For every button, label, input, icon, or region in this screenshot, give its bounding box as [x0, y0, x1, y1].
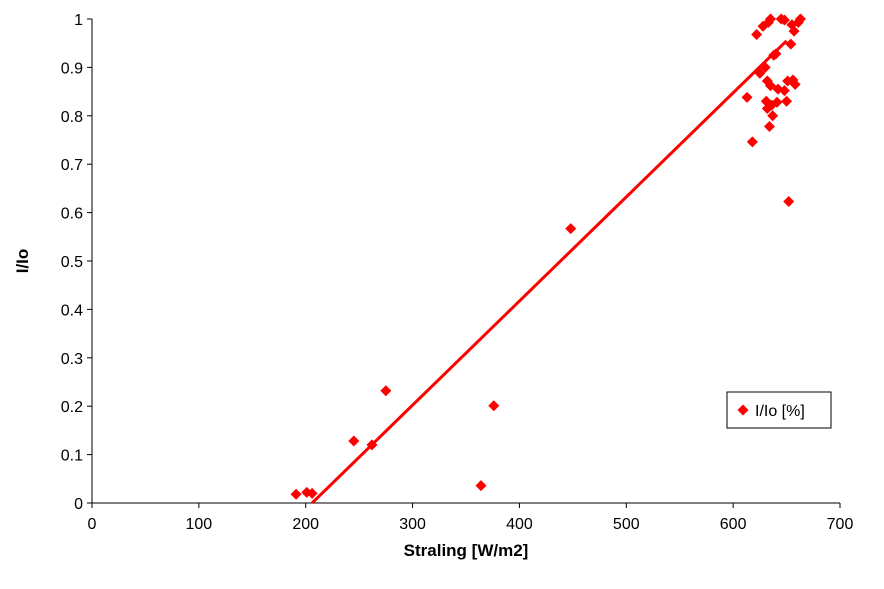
data-point: [366, 439, 378, 451]
data-point: [767, 110, 779, 122]
data-point: [306, 487, 318, 499]
data-point: [785, 38, 797, 50]
y-tick-label: 0.5: [61, 254, 83, 271]
data-points: [290, 13, 806, 500]
data-point: [754, 67, 766, 79]
data-point: [348, 435, 360, 447]
x-axis-ticks: 0 100 200 300 400 500 600 700: [88, 503, 854, 533]
y-tick-label: 0.3: [61, 351, 83, 368]
legend-label: I/Io [%]: [755, 403, 805, 420]
x-tick-label: 100: [186, 516, 213, 533]
y-axis-title: I/Io: [13, 249, 32, 274]
data-point: [778, 14, 790, 26]
axes: [91, 19, 840, 504]
y-tick-label: 0.1: [61, 448, 83, 465]
x-tick-label: 0: [88, 516, 97, 533]
data-point: [763, 120, 775, 132]
data-point: [751, 28, 763, 40]
data-point: [475, 480, 487, 492]
data-point: [789, 78, 801, 90]
x-axis-title: Straling [W/m2]: [404, 541, 529, 560]
data-point: [770, 48, 782, 60]
y-tick-label: 0.4: [61, 302, 83, 319]
y-tick-label: 0.2: [61, 399, 83, 416]
trendline-group: [311, 39, 788, 505]
data-point: [794, 13, 806, 25]
x-tick-label: 200: [292, 516, 319, 533]
data-point: [488, 400, 500, 412]
legend-marker: [737, 404, 749, 416]
data-point: [565, 223, 577, 235]
y-tick-label: 0.6: [61, 206, 83, 223]
x-tick-label: 700: [827, 516, 854, 533]
y-tick-label: 0.8: [61, 109, 83, 126]
trendline: [311, 39, 788, 505]
data-point: [781, 95, 793, 107]
data-point: [778, 85, 790, 97]
x-tick-label: 400: [506, 516, 533, 533]
legend: I/Io [%]: [726, 391, 832, 429]
data-point: [380, 385, 392, 397]
data-point: [746, 136, 758, 148]
y-tick-label: 0: [74, 496, 83, 513]
x-tick-label: 300: [399, 516, 426, 533]
y-tick-label: 0.9: [61, 60, 83, 77]
y-axis-ticks: 0 0.1 0.2 0.3 0.4 0.5 0.6 0.7 0.8 0.9 1: [61, 12, 92, 513]
data-point: [741, 91, 753, 103]
data-point: [759, 61, 771, 73]
y-tick-label: 1: [74, 12, 83, 29]
data-point: [783, 195, 795, 207]
x-tick-label: 600: [720, 516, 747, 533]
y-tick-label: 0.7: [61, 157, 83, 174]
x-tick-label: 500: [613, 516, 640, 533]
data-point: [290, 488, 302, 500]
data-point: [788, 25, 800, 37]
data-point: [765, 13, 777, 25]
data-point: [771, 96, 783, 108]
